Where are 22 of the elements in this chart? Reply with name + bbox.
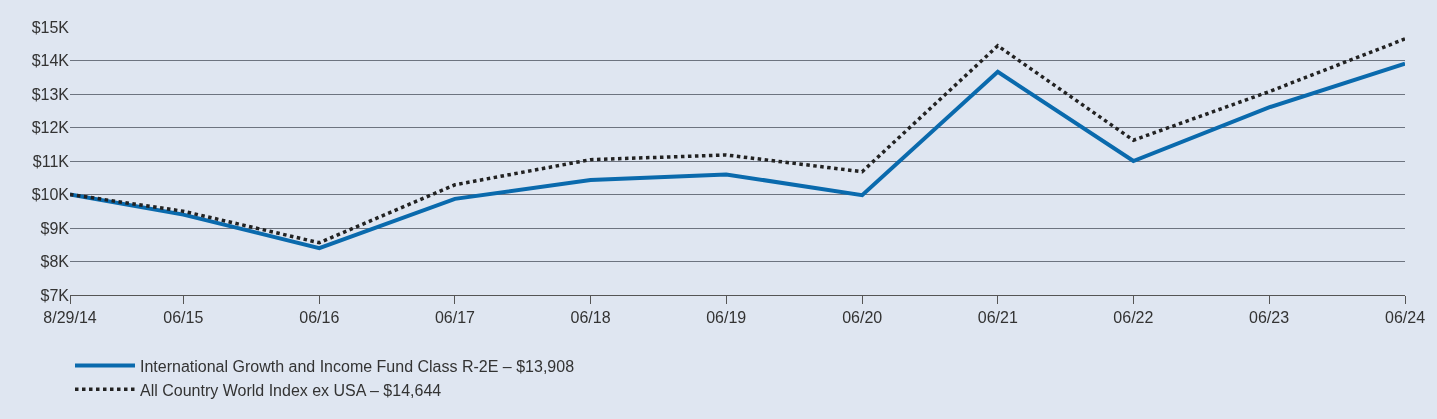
y-tick-label: $7K	[40, 286, 70, 304]
legend-label: International Growth and Income Fund Class R-2E – $13,908	[140, 357, 575, 375]
x-tick-label: 8/29/14	[43, 309, 97, 327]
x-tick-label: 06/16	[299, 309, 340, 327]
x-tick-label: 06/20	[842, 309, 883, 327]
y-tick-label: $11K	[32, 152, 70, 170]
y-tick-label: $15K	[31, 18, 70, 36]
x-tick-label: 06/24	[1384, 309, 1426, 327]
y-tick-label: $10K	[31, 186, 70, 204]
x-tick-label: 06/15	[163, 309, 204, 327]
y-tick-label: $13K	[31, 85, 70, 103]
y-tick-label: $14K	[31, 52, 70, 70]
x-tick-label: 06/19	[706, 309, 747, 327]
legend-label: All Country World Index ex USA – $14,644	[140, 381, 442, 399]
y-tick-label: $9K	[40, 219, 70, 237]
x-tick-label: 06/23	[1248, 309, 1290, 327]
y-tick-label: $8K	[40, 253, 70, 271]
x-tick-label: 06/18	[570, 309, 611, 327]
y-tick-label: $12K	[31, 119, 70, 137]
x-tick-label: 06/21	[977, 309, 1018, 327]
x-tick-label: 06/17	[434, 309, 476, 327]
x-tick-label: 06/22	[1113, 309, 1154, 327]
